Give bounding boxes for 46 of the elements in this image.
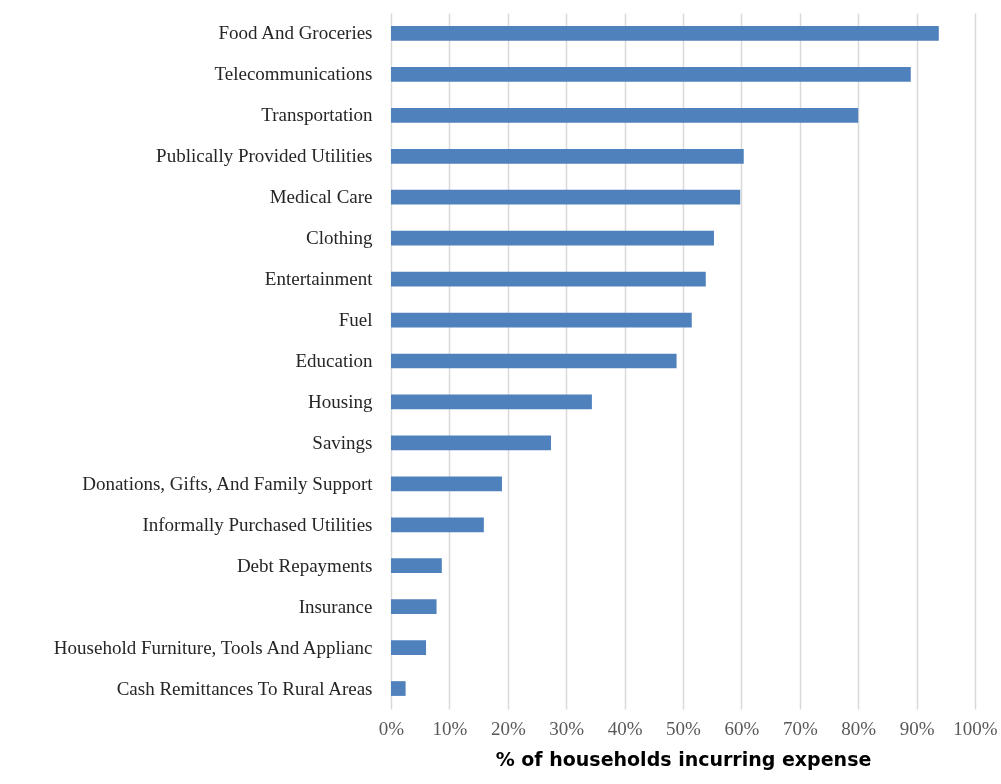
x-tick-label: 30% <box>549 717 585 739</box>
bar <box>391 107 859 123</box>
bar <box>391 599 437 615</box>
bar <box>391 26 939 41</box>
x-tick-label: 20% <box>490 717 526 739</box>
y-tick-label: Debt Repayments <box>236 554 373 576</box>
x-tick-label: 100% <box>953 717 998 739</box>
x-tick-label: 50% <box>666 717 702 739</box>
bar <box>391 558 442 574</box>
bar <box>391 394 592 410</box>
bar <box>391 271 706 287</box>
y-tick-label: Clothing <box>305 227 373 249</box>
bar <box>391 640 427 655</box>
y-tick-label: Publically Provided Utilities <box>156 145 373 167</box>
x-tick-label: 70% <box>782 717 818 739</box>
bar <box>391 435 552 451</box>
bar <box>391 517 484 533</box>
bar <box>391 681 406 696</box>
y-tick-label: Household Furniture, Tools And Applianc <box>53 636 373 658</box>
x-tick-label: 90% <box>899 717 935 739</box>
y-tick-label: Fuel <box>338 309 373 331</box>
y-tick-label: Savings <box>312 431 373 453</box>
y-tick-label: Education <box>295 350 373 371</box>
x-tick-label: 40% <box>607 717 643 739</box>
x-tick-label: 0% <box>378 717 405 739</box>
y-tick-label: Cash Remittances To Rural Areas <box>116 677 373 699</box>
y-tick-label: Telecommunications <box>214 63 373 85</box>
y-tick-label: Medical Care <box>269 186 373 208</box>
y-tick-label: Transportation <box>261 104 373 126</box>
y-tick-label: Insurance <box>298 595 373 617</box>
y-tick-label: Informally Purchased Utilities <box>142 513 373 535</box>
y-tick-label: Entertainment <box>264 268 374 290</box>
bar <box>391 148 744 164</box>
bar <box>391 230 714 246</box>
x-tick-label: 80% <box>841 717 877 739</box>
bar <box>391 189 741 205</box>
x-tick-label: 60% <box>724 717 760 739</box>
y-tick-label: Donations, Gifts, And Family Support <box>82 472 374 494</box>
bar <box>391 67 911 82</box>
bar <box>391 476 502 492</box>
x-tick-label: 10% <box>432 717 468 739</box>
bar <box>391 353 677 369</box>
bar <box>391 312 692 328</box>
x-axis-title: % of households incurring expense <box>495 747 872 770</box>
y-tick-label: Housing <box>308 390 373 412</box>
y-tick-label: Food And Groceries <box>218 22 373 44</box>
